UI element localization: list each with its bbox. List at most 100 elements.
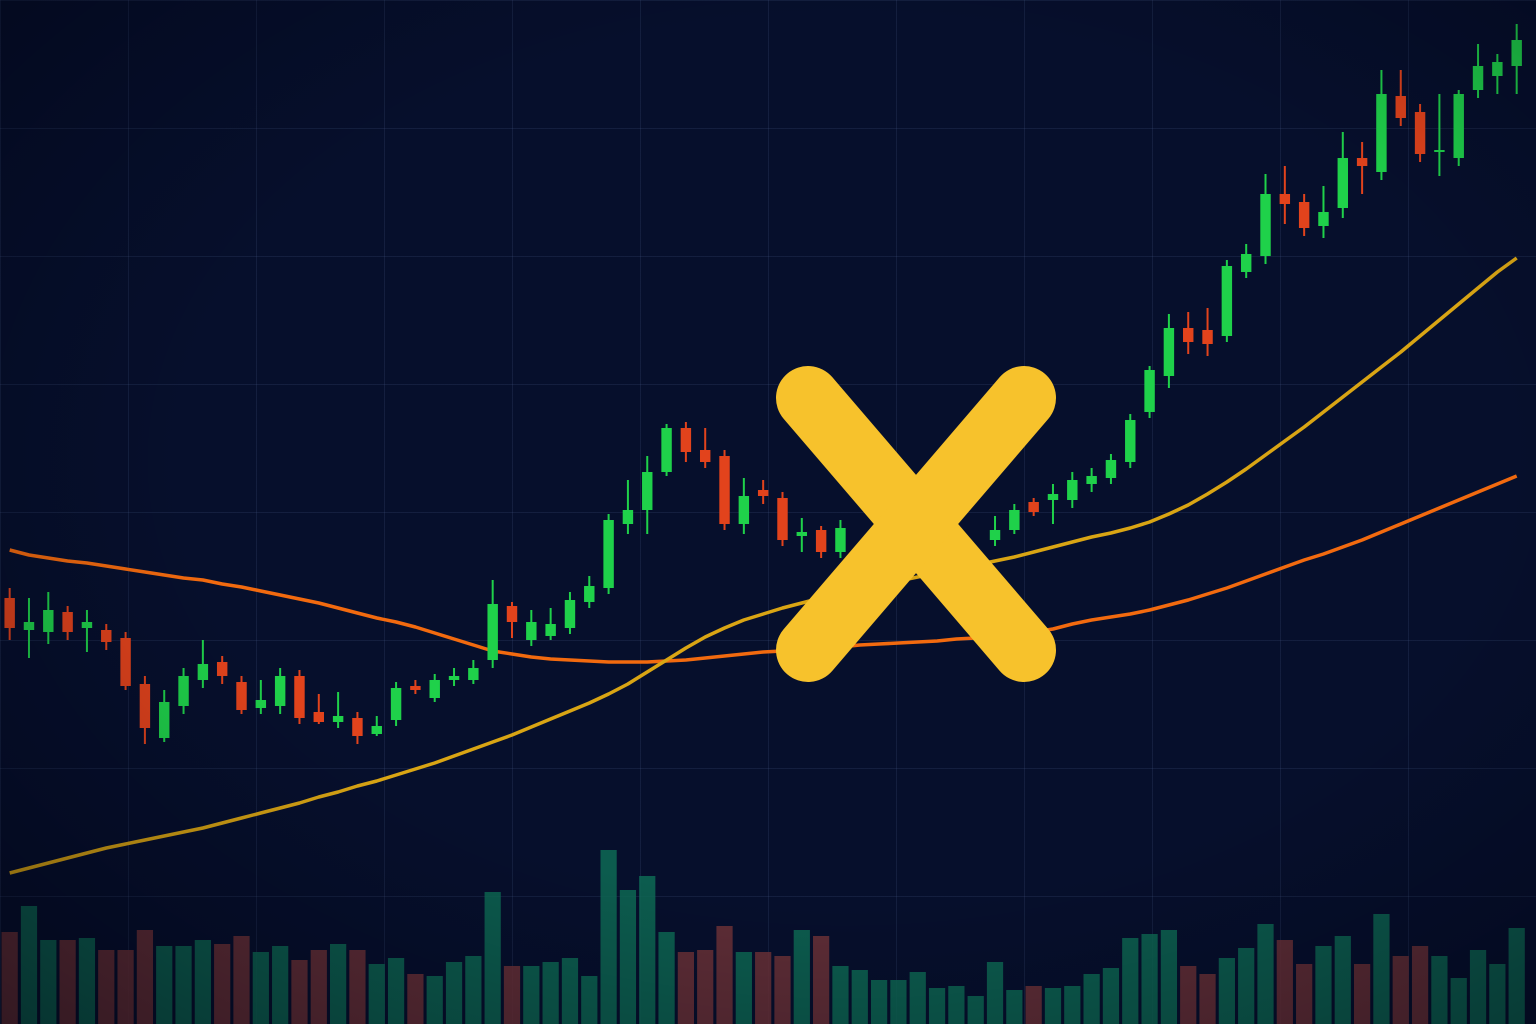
candle-body: [622, 510, 634, 524]
candle-body: [545, 624, 556, 636]
volume-bar: [59, 940, 76, 1024]
candle-body: [23, 622, 35, 630]
candle-body: [680, 428, 692, 452]
volume-bar: [445, 962, 463, 1024]
candle-body: [1337, 158, 1349, 208]
candle-body: [120, 638, 131, 686]
volume-bar: [1411, 946, 1429, 1024]
candle-body: [1009, 510, 1020, 530]
candle-body: [1183, 328, 1194, 342]
volume-bar: [426, 976, 443, 1024]
volume-bar: [851, 970, 868, 1024]
candle-body: [178, 676, 189, 706]
volume-bar: [252, 952, 269, 1024]
volume-bar: [329, 944, 347, 1024]
volume-bar: [948, 986, 965, 1024]
volume-bar: [697, 950, 714, 1024]
volume-bar: [542, 962, 559, 1024]
volume-bar: [890, 980, 907, 1024]
volume-bar: [986, 962, 1004, 1024]
volume-bar: [619, 890, 637, 1024]
volume-bar: [1373, 914, 1390, 1024]
candle-body: [1492, 62, 1503, 76]
volume-bar: [600, 850, 617, 1024]
volume-bar: [1431, 956, 1448, 1024]
candle-body: [835, 528, 846, 552]
candle-body: [468, 668, 479, 680]
candle-body: [1434, 150, 1445, 152]
volume-bar: [909, 972, 926, 1024]
volume-bar: [1064, 986, 1081, 1024]
volume-bar: [1489, 964, 1506, 1024]
volume-bar: [117, 950, 134, 1024]
volume-bar: [1257, 924, 1274, 1024]
candle-body: [1260, 194, 1271, 256]
candle-body: [62, 612, 73, 632]
candle-body: [216, 662, 228, 676]
volume-bar: [735, 952, 752, 1024]
candle-body: [101, 630, 112, 642]
volume-bar: [1469, 950, 1487, 1024]
volume-bar: [1218, 958, 1235, 1024]
cross-stroke: [776, 366, 1056, 682]
candle-body: [1163, 328, 1175, 376]
volume-bar: [1180, 966, 1197, 1024]
volume-bar: [1508, 928, 1525, 1024]
candle-body: [1144, 370, 1155, 412]
candle-body: [777, 498, 788, 540]
candle-body: [584, 586, 595, 602]
candle-body: [757, 490, 769, 496]
candle-body: [506, 606, 518, 622]
volume-bar: [175, 946, 192, 1024]
candle-body: [1240, 254, 1252, 272]
candle-body: [1298, 202, 1310, 228]
volume-bar: [1006, 990, 1023, 1024]
volume-bar: [1392, 956, 1409, 1024]
volume-bar: [98, 950, 115, 1024]
candle-body: [197, 664, 209, 680]
volume-bar: [793, 930, 810, 1024]
candle-body: [352, 718, 363, 736]
volume-bar: [1102, 968, 1120, 1024]
candle-body: [139, 684, 151, 728]
volume-bar: [1315, 946, 1332, 1024]
candle-body: [1395, 96, 1406, 118]
volume-bar: [967, 996, 984, 1024]
volume-bar: [581, 976, 598, 1024]
volume-bar: [1334, 936, 1351, 1024]
moving-average-line: [9, 256, 1518, 875]
volume-bar: [78, 938, 96, 1024]
candle-body: [661, 428, 672, 472]
volume-bar: [716, 926, 733, 1024]
candle-body: [371, 726, 382, 734]
volume-bar: [194, 940, 211, 1024]
volume-bar: [1296, 964, 1313, 1024]
candle-body: [1472, 66, 1484, 90]
candle-body: [410, 686, 421, 690]
candle-body: [1511, 40, 1522, 66]
volume-bar: [214, 944, 231, 1024]
volume-bar: [1238, 948, 1255, 1024]
candle-body: [796, 532, 808, 536]
candle-body: [159, 702, 170, 738]
candle-body: [1279, 194, 1291, 204]
volume-bar: [407, 974, 424, 1024]
candle-body: [1414, 112, 1426, 154]
candle-body: [294, 676, 305, 718]
candle-body: [815, 530, 827, 552]
candle-body: [1105, 460, 1117, 478]
volume-bar: [1160, 930, 1178, 1024]
moving-average-line: [9, 474, 1518, 664]
volume-bar: [870, 980, 888, 1024]
candle-body: [1202, 330, 1213, 344]
candle-body: [1067, 480, 1078, 500]
candle-body: [1125, 420, 1136, 462]
volume-bar: [349, 950, 366, 1024]
cross-icon: [776, 366, 1056, 682]
volume-bar: [1450, 978, 1467, 1024]
volume-bar: [503, 966, 521, 1024]
candle-body: [1086, 476, 1097, 484]
